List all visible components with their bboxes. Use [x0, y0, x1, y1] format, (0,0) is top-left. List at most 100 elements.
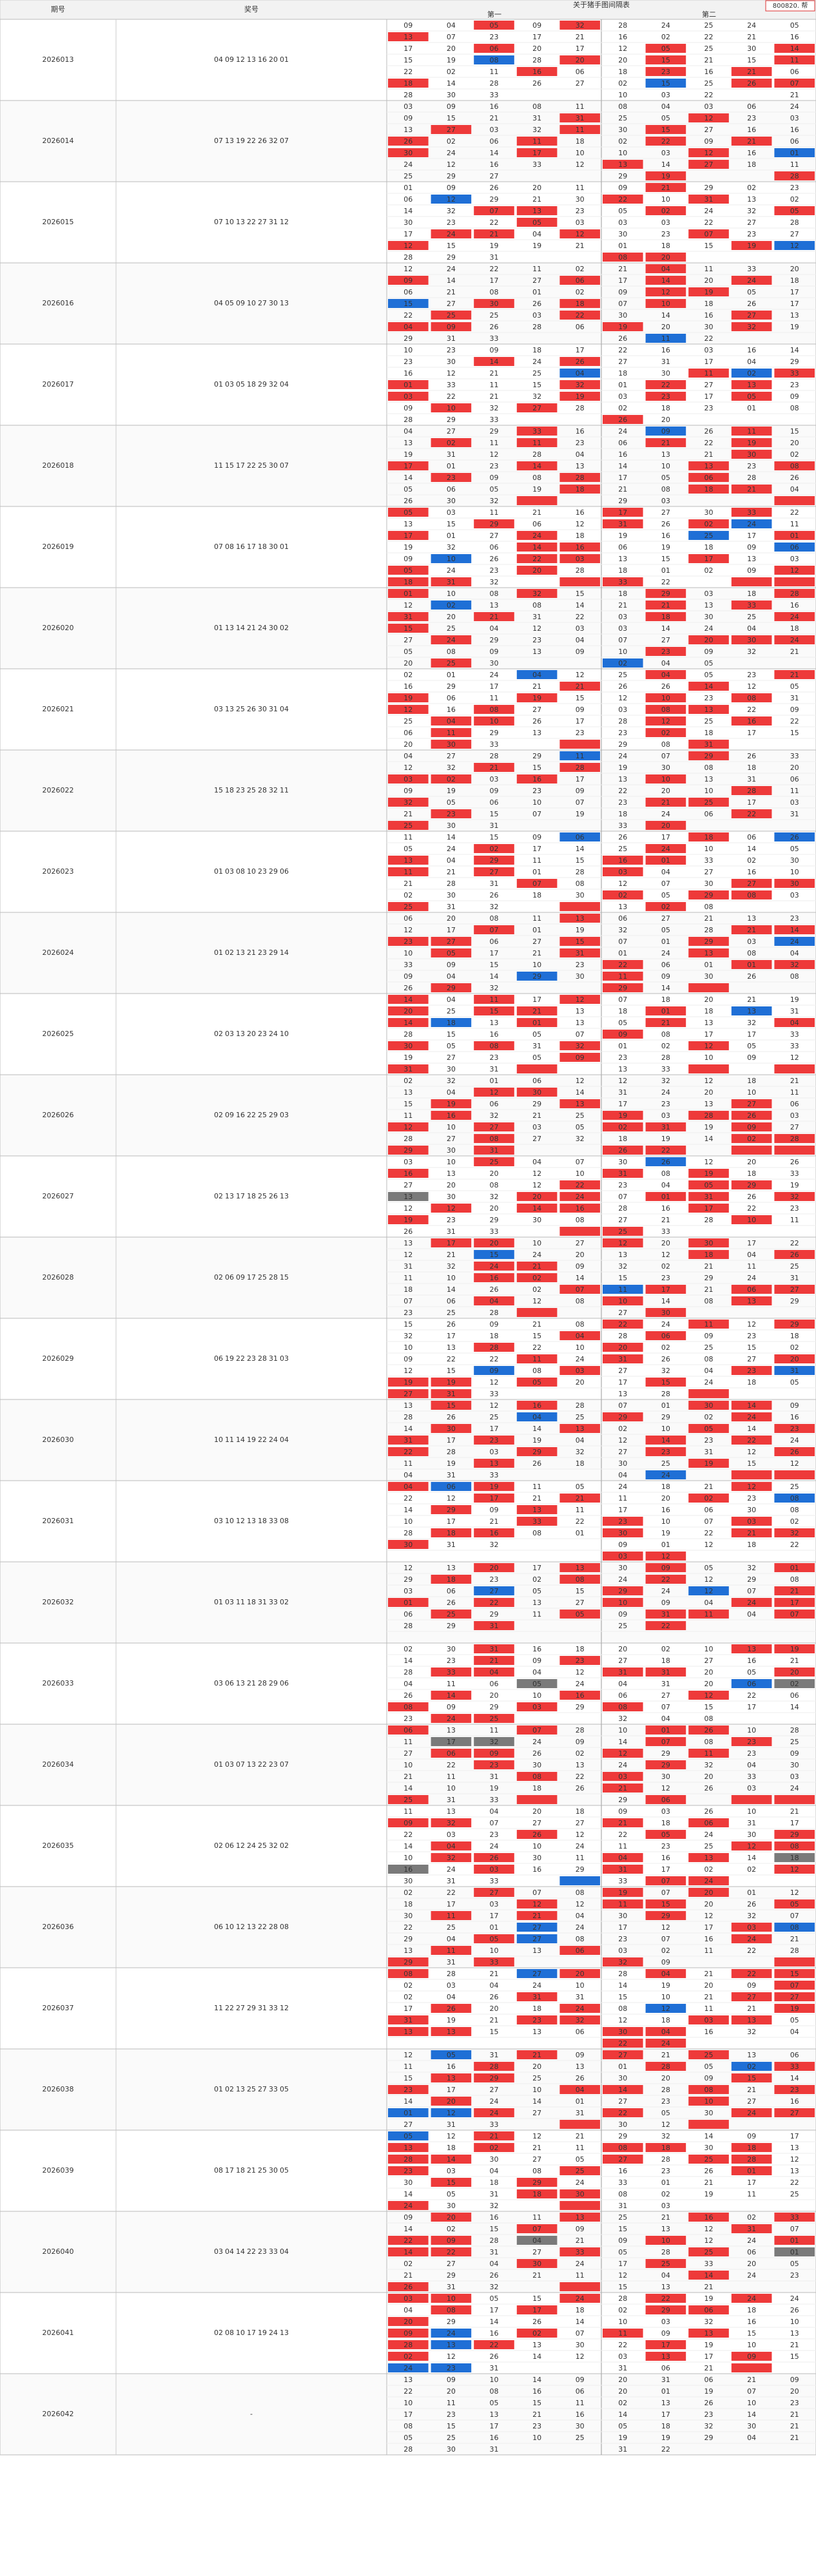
cell-highlight [603, 1285, 643, 1294]
cell-number: 26 [532, 1831, 541, 1839]
cell-number: 31 [790, 1274, 799, 1282]
cell-highlight [774, 1841, 815, 1850]
cell-number: 24 [532, 1738, 541, 1746]
cell-highlight [474, 206, 514, 215]
cell-number: 17 [447, 926, 456, 934]
cell-number: 29 [790, 358, 799, 366]
cell-number: 29 [490, 729, 499, 737]
cell-highlight [559, 751, 600, 760]
cell-number: 24 [403, 2202, 413, 2210]
cell-number: 18 [490, 2178, 499, 2187]
cell-number: 32 [747, 1912, 756, 1920]
win-number: 04 [214, 299, 223, 307]
win-number: 23 [236, 786, 245, 794]
cell-number: 14 [661, 624, 670, 633]
cell-highlight [774, 206, 815, 215]
cell-number: 07 [747, 1587, 756, 1595]
cell-number: 20 [790, 265, 799, 273]
cell-number: 30 [447, 2202, 456, 2210]
cell-number: 20 [704, 1981, 714, 1990]
win-number: 28 [258, 1679, 267, 1687]
cell-highlight [388, 1041, 429, 1050]
cell-highlight [731, 890, 772, 899]
cell-number: 31 [704, 1448, 714, 1456]
cell-highlight [431, 1737, 472, 1746]
cell-number: 25 [704, 2155, 714, 2164]
cell-number: 25 [576, 1413, 585, 1421]
cell-number: 13 [447, 1169, 456, 1178]
cell-highlight [516, 2189, 558, 2198]
cell-number: 06 [790, 543, 799, 552]
win-number: 02 [214, 1192, 223, 1200]
cell-number: 09 [661, 427, 670, 436]
cell-number: 18 [661, 613, 670, 621]
cell-number: 17 [447, 1239, 456, 1247]
cell-number: 08 [447, 648, 456, 656]
cell-highlight [559, 1563, 600, 1572]
cell-highlight [474, 925, 514, 934]
cell-number: 30 [532, 1216, 541, 1224]
cell-highlight [474, 44, 514, 53]
cell-number: 21 [661, 2213, 670, 2222]
cell-number: 26 [790, 833, 799, 841]
cell-number: 32 [490, 984, 499, 992]
cell-number: 28 [661, 2248, 670, 2256]
cell-number: 12 [576, 230, 585, 238]
cell-number: 05 [618, 1019, 627, 1027]
cell-number: 17 [747, 2178, 756, 2187]
cell-highlight [388, 705, 429, 714]
cell-number: 07 [532, 2225, 541, 2233]
cell-number: 04 [618, 1471, 627, 1479]
cell-highlight [559, 740, 600, 749]
cell-number: 29 [618, 984, 627, 992]
cell-number: 30 [790, 879, 799, 888]
cell-highlight [388, 798, 429, 807]
cell-number: 11 [576, 126, 585, 134]
cell-highlight [645, 392, 686, 401]
cell-highlight [474, 299, 514, 308]
cell-highlight [731, 485, 772, 494]
cell-number: 31 [618, 2364, 627, 2372]
cell-highlight [603, 1749, 643, 1758]
cell-number: 02 [447, 439, 456, 447]
cell-number: 07 [490, 207, 499, 215]
cell-number: 28 [403, 91, 413, 99]
cell-number: 12 [447, 369, 456, 378]
cell-highlight [688, 531, 729, 540]
cell-highlight [731, 1134, 772, 1143]
cell-number: 12 [661, 717, 670, 726]
cell-number: 18 [447, 2144, 456, 2152]
cell-number: 06 [790, 1691, 799, 1700]
cell-number: 30 [490, 2155, 499, 2164]
cell-number: 23 [790, 914, 799, 923]
cell-highlight [603, 1702, 643, 1711]
cell-highlight [388, 589, 429, 598]
cell-number: 08 [747, 694, 756, 702]
cell-number: 20 [532, 44, 541, 53]
cell-number: 16 [490, 1030, 499, 1039]
win-number: 03 [214, 1679, 223, 1687]
win-number: 33 [269, 2247, 278, 2256]
win-number: 33 [269, 1598, 278, 1606]
cell-number: 22 [618, 1320, 627, 1329]
search-box[interactable] [765, 0, 815, 12]
cell-number: 18 [447, 1575, 456, 1584]
search-text[interactable]: 800820. 帮 [773, 2, 808, 10]
win-number: 25 [236, 705, 245, 713]
right-header: 第二 [702, 10, 716, 19]
cell-number: 26 [704, 2399, 714, 2407]
cell-number: 23 [661, 2167, 670, 2175]
cell-number: 17 [747, 798, 756, 807]
win-number: 17 [236, 1192, 245, 1200]
cell-number: 30 [747, 2422, 756, 2430]
win-number: 18 [236, 2166, 245, 2175]
cell-highlight [516, 2050, 558, 2059]
cell-number: 04 [790, 485, 799, 494]
cell-highlight [731, 1401, 772, 1410]
cell-highlight [474, 1006, 514, 1015]
win-number: 10 [280, 1030, 289, 1038]
cell-highlight [388, 1215, 429, 1224]
cell-highlight [559, 1099, 600, 1108]
cell-number: 21 [704, 2178, 714, 2187]
cell-number: 10 [447, 2294, 456, 2303]
